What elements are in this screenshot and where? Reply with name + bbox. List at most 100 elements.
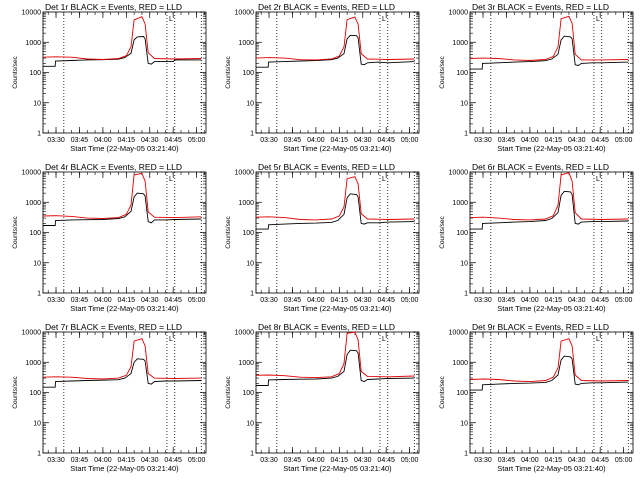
x-tick-label: 05:00	[188, 297, 206, 304]
panel-det-9: Det 9r BLACK = Events, RED = LLD 1 10 100 10…	[439, 322, 634, 473]
x-tick-label: 04:00	[307, 457, 325, 464]
x-axis-label: Start Time (22-May-05 03:21:40)	[70, 464, 179, 473]
x-tick-label: 04:30	[354, 297, 372, 304]
x-tick-label: 04:00	[94, 137, 112, 144]
x-tick-label: 04:15	[118, 457, 136, 464]
y-tick-label: 1	[37, 291, 41, 298]
x-tick-label: 03:30	[47, 457, 65, 464]
panel-det-6: Det 6r BLACK = Events, RED = LLD 1 10 100 10…	[439, 162, 634, 313]
y-axis-label: Counts/sec	[12, 215, 19, 248]
x-tick-label: 04:45	[591, 297, 609, 304]
series-events-line	[43, 358, 202, 388]
y-tick-label: 1000	[452, 360, 468, 367]
series-lld-line	[255, 331, 415, 379]
y-tick-label: 10000	[235, 170, 255, 177]
x-tick-label: 05:00	[401, 137, 419, 144]
y-tick-label: 10000	[449, 330, 469, 337]
x-axis-label: Start Time (22-May-05 03:21:40)	[497, 304, 606, 313]
y-tick-label: 1000	[238, 360, 254, 367]
annotation-label: L	[596, 16, 600, 23]
x-tick-label: 04:15	[118, 137, 136, 144]
x-tick-label: 04:30	[568, 297, 586, 304]
y-tick-label: 100	[29, 230, 41, 237]
panel-title: Det 8r BLACK = Events, RED = LLD	[258, 322, 395, 332]
annotation-label: L	[169, 16, 173, 23]
y-tick-label: 1	[37, 131, 41, 138]
x-axis-label: Start Time (22-May-05 03:21:40)	[283, 304, 392, 313]
x-tick-label: 03:45	[71, 137, 89, 144]
y-tick-label: 10	[246, 100, 254, 107]
y-tick-label: 1000	[238, 40, 254, 47]
y-tick-label: 1000	[452, 40, 468, 47]
x-tick-label: 03:30	[474, 137, 492, 144]
panel-title: Det 1r BLACK = Events, RED = LLD	[45, 2, 182, 12]
x-tick-label: 04:00	[94, 297, 112, 304]
y-tick-label: 100	[242, 390, 254, 397]
y-tick-label: 1	[37, 451, 41, 458]
series-events-line	[256, 193, 415, 230]
x-tick-label: 05:00	[615, 137, 633, 144]
panel-det-5: Det 5r BLACK = Events, RED = LLD 1 10 100 10…	[225, 162, 420, 313]
panel-title: Det 5r BLACK = Events, RED = LLD	[258, 162, 395, 172]
y-tick-label: 100	[456, 230, 468, 237]
x-axis-label: Start Time (22-May-05 03:21:40)	[70, 144, 179, 153]
y-tick-label: 10000	[22, 330, 42, 337]
y-tick-label: 1	[464, 291, 468, 298]
series-events-line	[43, 36, 202, 67]
y-tick-label: 10	[460, 100, 468, 107]
series-lld-line	[469, 15, 629, 61]
x-tick-label: 04:00	[307, 137, 325, 144]
y-tick-label: 10000	[235, 330, 255, 337]
annotation-label: L	[169, 176, 173, 183]
y-axis-label: Counts/sec	[225, 215, 232, 248]
x-tick-label: 04:00	[521, 137, 539, 144]
panel-det-8: Det 8r BLACK = Events, RED = LLD 1 10 100 10…	[225, 322, 420, 473]
panel-det-7: Det 7r BLACK = Events, RED = LLD 1 10 100 10…	[12, 322, 207, 473]
x-tick-label: 04:00	[521, 457, 539, 464]
panel-title: Det 3r BLACK = Events, RED = LLD	[472, 2, 609, 12]
y-tick-label: 1000	[25, 200, 41, 207]
plot-frame	[255, 171, 420, 294]
x-tick-label: 04:30	[141, 137, 159, 144]
x-tick-label: 03:45	[284, 297, 302, 304]
y-tick-label: 100	[456, 390, 468, 397]
y-tick-label: 10	[246, 260, 254, 267]
x-tick-label: 03:30	[47, 137, 65, 144]
x-tick-label: 03:45	[284, 137, 302, 144]
y-tick-label: 10	[460, 260, 468, 267]
x-tick-label: 04:15	[545, 297, 563, 304]
y-tick-label: 1000	[452, 200, 468, 207]
panel-title: Det 4r BLACK = Events, RED = LLD	[45, 162, 182, 172]
annotation-label: L	[169, 336, 173, 343]
x-tick-label: 03:30	[260, 137, 278, 144]
plot-frame	[469, 331, 634, 454]
x-tick-label: 04:15	[331, 297, 349, 304]
y-tick-label: 10000	[22, 170, 42, 177]
y-tick-label: 1000	[25, 360, 41, 367]
x-tick-label: 04:45	[591, 137, 609, 144]
x-tick-label: 03:30	[260, 297, 278, 304]
x-tick-label: 05:00	[188, 457, 206, 464]
x-tick-label: 03:45	[498, 457, 516, 464]
x-tick-label: 05:00	[188, 137, 206, 144]
series-lld-line	[42, 16, 202, 60]
annotation-label: L	[382, 16, 386, 23]
x-axis-label: Start Time (22-May-05 03:21:40)	[70, 304, 179, 313]
y-tick-label: 10	[33, 420, 41, 427]
annotation-label: L	[596, 336, 600, 343]
x-axis-label: Start Time (22-May-05 03:21:40)	[497, 464, 606, 473]
y-axis-label: Counts/sec	[439, 55, 446, 88]
x-tick-label: 04:45	[377, 297, 395, 304]
y-tick-label: 100	[29, 70, 41, 77]
y-axis-label: Counts/sec	[12, 55, 19, 88]
x-tick-label: 03:30	[47, 297, 65, 304]
y-tick-label: 10000	[449, 170, 469, 177]
x-tick-label: 04:15	[545, 457, 563, 464]
y-tick-label: 10000	[449, 10, 469, 17]
y-tick-label: 100	[456, 70, 468, 77]
series-events-line	[470, 190, 629, 230]
x-tick-label: 03:30	[474, 457, 492, 464]
plot-frame	[42, 331, 207, 454]
x-tick-label: 04:45	[377, 137, 395, 144]
x-tick-label: 04:30	[141, 457, 159, 464]
